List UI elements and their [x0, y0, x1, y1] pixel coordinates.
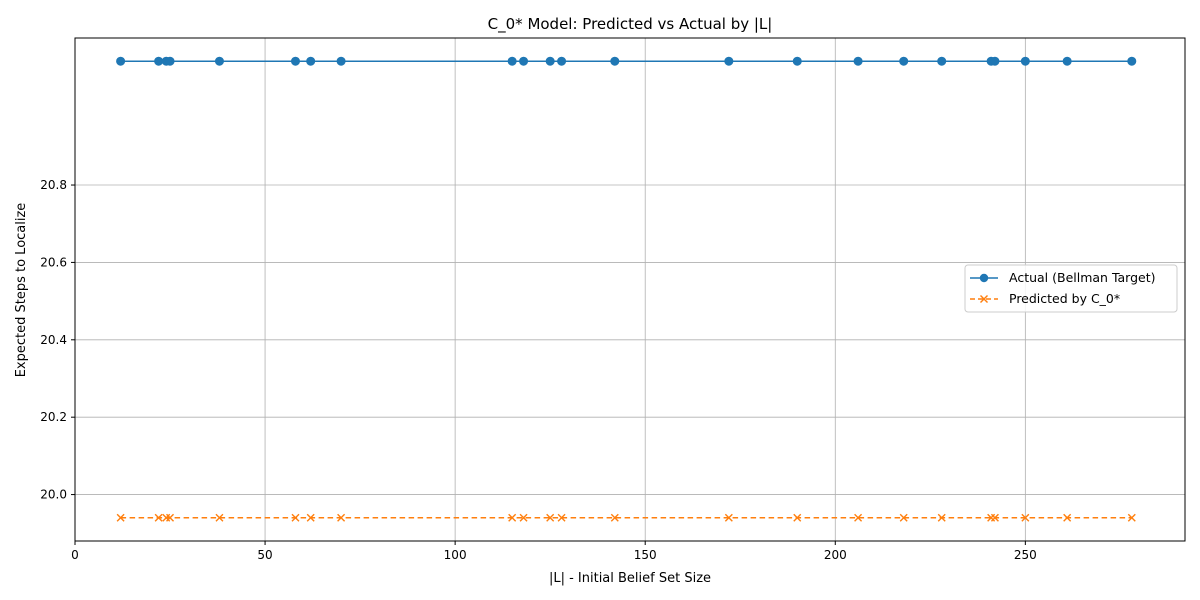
series-layer	[116, 56, 1137, 522]
data-point	[290, 56, 300, 66]
legend-marker-predicted	[980, 295, 988, 303]
data-point	[154, 56, 164, 66]
x-tick-label: 50	[257, 548, 272, 562]
data-point	[937, 56, 947, 66]
data-point	[1062, 56, 1072, 66]
x-axis-label: |L| - Initial Belief Set Size	[549, 571, 711, 586]
data-point	[899, 513, 908, 522]
data-point	[519, 513, 528, 522]
data-point	[990, 513, 999, 522]
data-point	[937, 513, 946, 522]
y-tick-label: 20.6	[40, 255, 67, 269]
plot-frame	[74, 37, 1186, 542]
legend-box	[964, 264, 1178, 313]
data-point	[1021, 513, 1030, 522]
y-tick-label: 20.4	[40, 333, 67, 347]
legend-label-actual: Actual (Bellman Target)	[1009, 270, 1156, 285]
y-axis-label: Expected Steps to Localize	[14, 203, 29, 378]
data-point	[166, 513, 175, 522]
legend: Actual (Bellman Target) Predicted by C_0…	[964, 264, 1178, 313]
data-point	[792, 56, 802, 66]
y-tick-label: 20.2	[40, 410, 67, 424]
data-point	[1127, 56, 1137, 66]
data-point	[1020, 56, 1030, 66]
data-point	[854, 513, 863, 522]
data-point	[546, 513, 555, 522]
x-tick-label: 150	[634, 548, 657, 562]
data-point	[557, 513, 566, 522]
legend-label-predicted: Predicted by C_0*	[1009, 291, 1120, 306]
y-tick-label: 20.0	[40, 488, 67, 502]
data-point	[214, 56, 224, 66]
data-point	[215, 513, 224, 522]
y-tick-label: 20.8	[40, 178, 67, 192]
data-point	[990, 56, 1000, 66]
data-point	[337, 513, 346, 522]
x-tick-label: 200	[824, 548, 847, 562]
data-point	[899, 56, 909, 66]
data-point	[116, 56, 126, 66]
axis-ticks: 0 50 100 150 200 250 20.0 20.2 20.4 20.6 20.8	[40, 178, 1037, 562]
x-tick-label: 250	[1014, 548, 1037, 562]
data-point	[1063, 513, 1072, 522]
data-point	[1127, 513, 1136, 522]
data-point	[507, 56, 517, 66]
data-point	[610, 513, 619, 522]
data-point	[610, 56, 620, 66]
data-point	[291, 513, 300, 522]
data-point	[306, 513, 315, 522]
data-point	[306, 56, 316, 66]
series-1	[116, 513, 1136, 522]
data-point	[116, 513, 125, 522]
data-point	[545, 56, 555, 66]
data-point	[519, 56, 529, 66]
series-0	[116, 56, 1137, 66]
data-point	[724, 513, 733, 522]
chart-title: C_0* Model: Predicted vs Actual by |L|	[488, 15, 773, 34]
data-point	[165, 56, 175, 66]
legend-marker-actual	[979, 273, 989, 283]
data-point	[853, 56, 863, 66]
x-tick-label: 100	[444, 548, 467, 562]
data-point	[557, 56, 567, 66]
data-point	[154, 513, 163, 522]
data-point	[793, 513, 802, 522]
data-point	[724, 56, 734, 66]
data-point	[508, 513, 517, 522]
data-point	[336, 56, 346, 66]
x-tick-label: 0	[71, 548, 79, 562]
